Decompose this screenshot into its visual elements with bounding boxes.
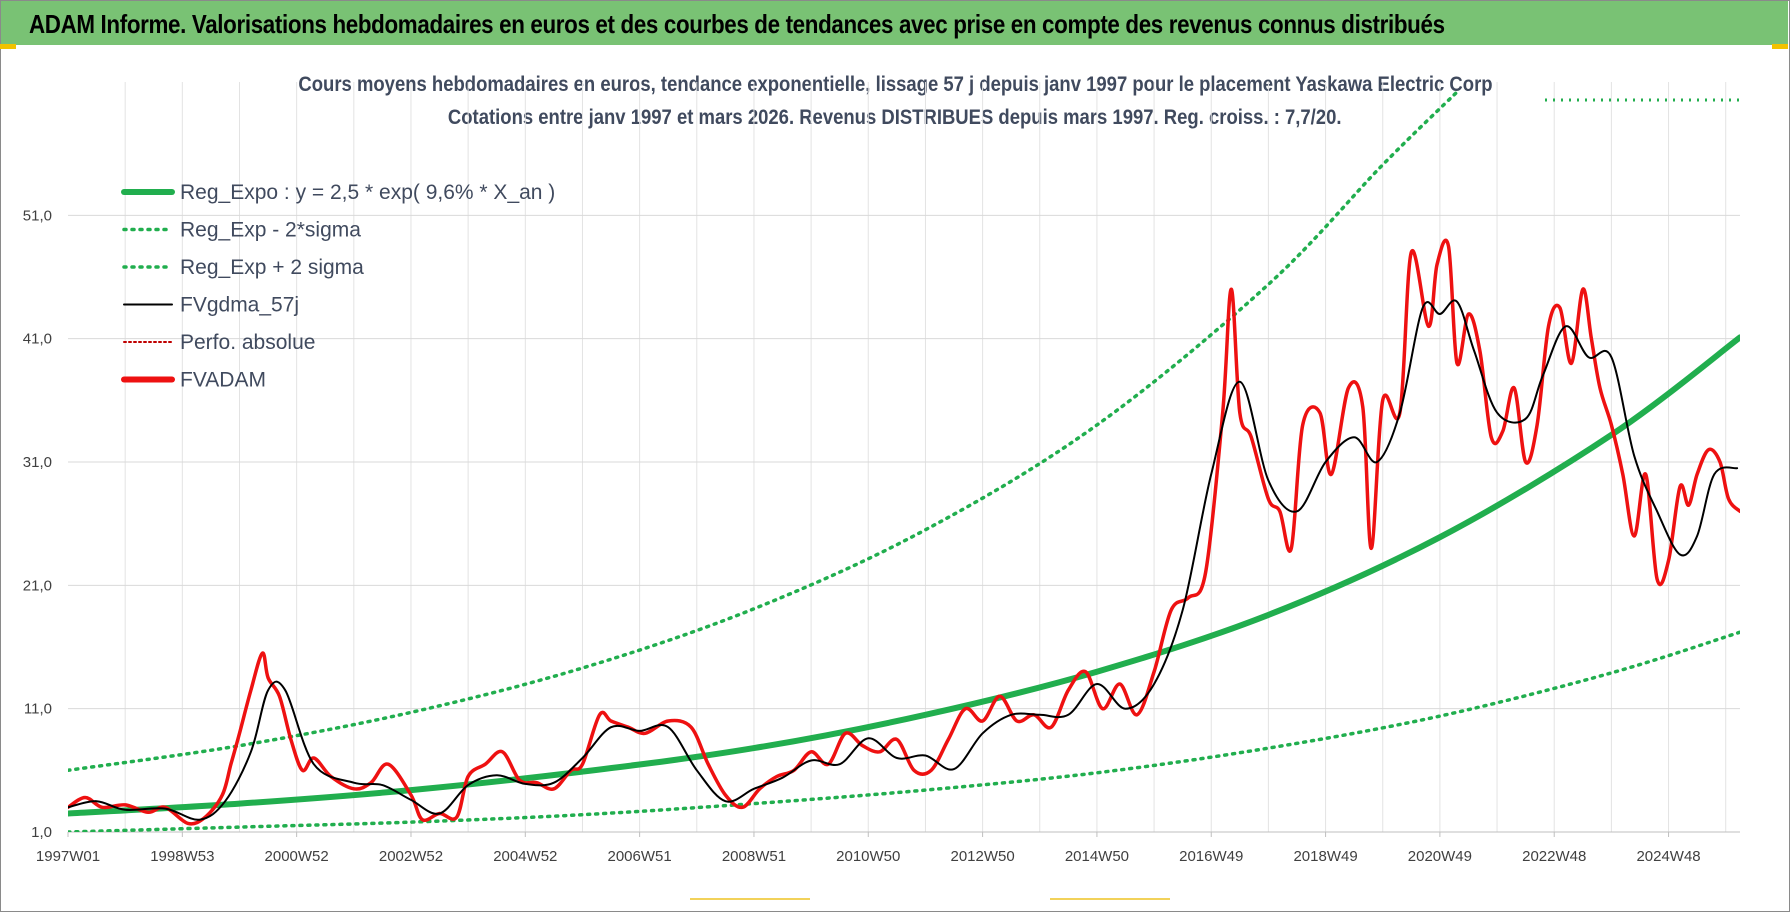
bottom-highlight-1 <box>690 898 810 900</box>
legend-label: FVADAM <box>180 369 266 392</box>
series-line-fvadam <box>68 238 1740 826</box>
y-tick-label: 31,0 <box>23 454 52 471</box>
y-tick-label: 1,0 <box>31 824 52 841</box>
series-line-fvgdma-57j <box>68 299 1739 821</box>
x-tick-label: 2004W52 <box>493 848 557 865</box>
chart-title: Cours moyens hebdomadaires en euros, ten… <box>297 73 1493 96</box>
x-tick-label: 2014W50 <box>1065 848 1129 865</box>
legend-label: Reg_Exp + 2 sigma <box>180 256 364 279</box>
series-line-reg-plus-2sigma <box>68 90 1459 773</box>
series-line-reg-minus-2sigma <box>68 630 1740 832</box>
y-tick-label: 51,0 <box>23 207 52 224</box>
x-tick-label: 2018W49 <box>1293 848 1357 865</box>
x-tick-label: 2006W51 <box>608 848 672 865</box>
series-line-reg-expo <box>68 334 1740 817</box>
x-tick-label: 2008W51 <box>722 848 786 865</box>
banner-title: ADAM Informe. Valorisations hebdomadaire… <box>29 9 1445 39</box>
corner-marker-right <box>1772 44 1788 49</box>
x-tick-label: 1998W53 <box>150 848 214 865</box>
report-banner: ADAM Informe. Valorisations hebdomadaire… <box>1 1 1788 45</box>
legend-label: Perfo. absolue <box>180 331 315 354</box>
corner-marker-left <box>0 44 16 49</box>
x-tick-label: 1997W01 <box>36 848 100 865</box>
x-tick-label: 2016W49 <box>1179 848 1243 865</box>
y-tick-label: 11,0 <box>24 701 52 718</box>
x-tick-label: 2020W49 <box>1408 848 1472 865</box>
x-tick-label: 2000W52 <box>265 848 329 865</box>
bottom-highlight-2 <box>1050 898 1170 900</box>
legend-label: FVgdma_57j <box>180 294 299 317</box>
x-tick-label: 2022W48 <box>1522 848 1586 865</box>
y-tick-label: 21,0 <box>23 577 52 594</box>
legend-label: Reg_Expo : y = 2,5 * exp( 9,6% * X_an ) <box>180 181 555 204</box>
legend-label: Reg_Exp - 2*sigma <box>180 219 361 242</box>
x-tick-label: 2024W48 <box>1636 848 1700 865</box>
chart-subtitle: Cotations entre janv 1997 et mars 2026. … <box>448 106 1342 129</box>
x-tick-label: 2002W52 <box>379 848 443 865</box>
y-tick-label: 41,0 <box>23 331 52 348</box>
x-tick-label: 2010W50 <box>836 848 900 865</box>
x-tick-label: 2012W50 <box>950 848 1014 865</box>
